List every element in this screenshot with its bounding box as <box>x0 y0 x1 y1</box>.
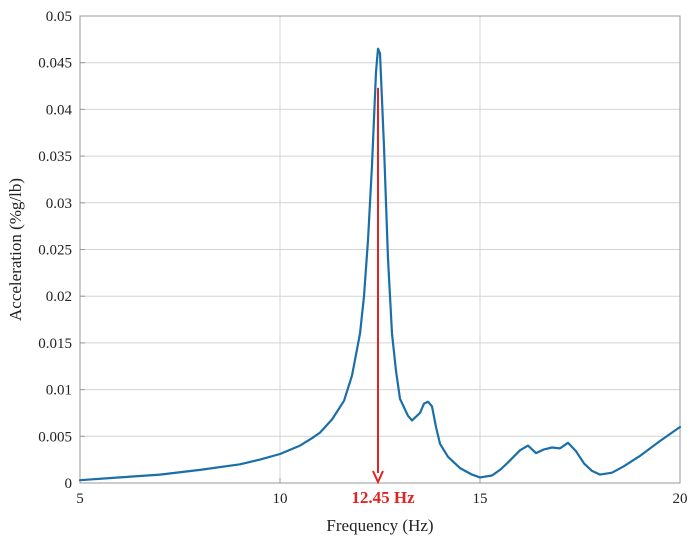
y-tick-label: 0.03 <box>46 196 72 212</box>
annotation-layer: 12.45 Hz <box>351 87 415 507</box>
y-axis-label: Acceleration (%g/lb) <box>6 178 25 321</box>
x-tick-label: 20 <box>673 491 688 507</box>
x-tick-label: 15 <box>473 491 488 507</box>
x-tick-label: 10 <box>273 491 288 507</box>
y-tick-label: 0.025 <box>38 243 72 259</box>
y-tick-label: 0.015 <box>38 336 72 352</box>
y-tick-label: 0.005 <box>38 429 72 445</box>
y-tick-label: 0.045 <box>38 56 72 72</box>
annotation-arrow-head <box>372 470 384 485</box>
series-line <box>78 47 682 482</box>
y-tick-label: 0 <box>65 476 73 492</box>
annotation-label: 12.45 Hz <box>351 488 415 507</box>
y-tick-label: 0.05 <box>46 9 72 25</box>
series-layer <box>78 47 682 482</box>
x-tick-label: 5 <box>76 491 84 507</box>
x-axis-label: Frequency (Hz) <box>326 516 433 535</box>
y-axis-ticks: 0 0.005 0.01 0.015 0.02 0.025 0.03 0.035 0.04 0.0… <box>38 9 85 492</box>
y-tick-label: 0.04 <box>46 102 73 118</box>
y-tick-label: 0.035 <box>38 149 72 165</box>
y-tick-label: 0.01 <box>46 383 72 399</box>
y-tick-label: 0.02 <box>46 289 72 305</box>
x-axis-ticks: 5 10 15 20 <box>76 478 688 507</box>
